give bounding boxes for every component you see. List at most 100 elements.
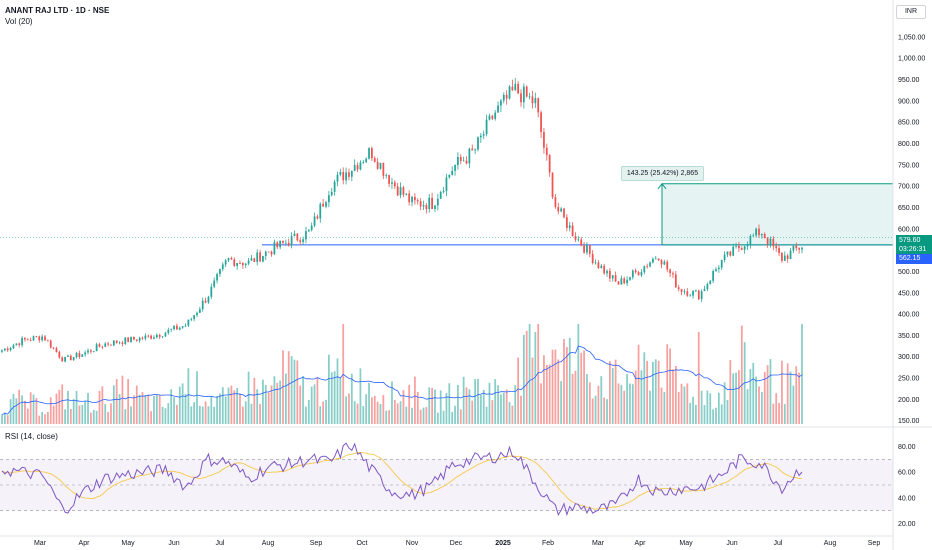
- candle-body: [709, 280, 712, 285]
- volume-bar: [588, 382, 591, 424]
- candle-body: [712, 271, 714, 281]
- candle-body: [551, 172, 554, 198]
- candle-body: [402, 187, 405, 195]
- candle-body: [717, 267, 720, 270]
- volume-bar: [614, 359, 617, 424]
- volume-bar: [439, 390, 442, 424]
- volume-pane: [1, 324, 803, 424]
- candle-body: [391, 182, 393, 184]
- candle-body: [594, 262, 597, 264]
- candle-body: [457, 157, 459, 165]
- volume-bar: [270, 385, 273, 424]
- candle-body: [792, 245, 795, 251]
- candle-body: [445, 177, 448, 192]
- candle-body: [786, 255, 789, 260]
- candle-body: [319, 203, 322, 219]
- candle-body: [342, 171, 345, 181]
- candle-body: [508, 86, 511, 99]
- candle-body: [101, 346, 104, 348]
- volume-bar: [660, 387, 663, 424]
- candle-body: [778, 248, 780, 253]
- rsi-legend[interactable]: RSI (14, close): [5, 432, 58, 441]
- volume-bar: [752, 362, 755, 424]
- volume-bar: [302, 376, 304, 424]
- candle-body: [534, 98, 537, 104]
- volume-bar: [236, 388, 239, 424]
- volume-bar: [67, 390, 69, 424]
- candle-body: [798, 248, 801, 250]
- volume-bar: [703, 405, 706, 424]
- currency-button[interactable]: INR: [896, 5, 926, 19]
- price-range-measure-label[interactable]: 143.25 (25.42%) 2,865: [621, 166, 704, 181]
- candle-body: [98, 344, 101, 347]
- candle-body: [282, 240, 284, 243]
- candle-body: [327, 195, 330, 203]
- volume-bar: [775, 393, 778, 424]
- volume-bar: [256, 389, 259, 424]
- volume-bar: [631, 384, 634, 424]
- candle-body: [164, 332, 167, 337]
- candle-body: [500, 100, 502, 106]
- volume-bar: [133, 395, 135, 424]
- volume-legend[interactable]: Vol (20): [5, 17, 33, 26]
- candle-body: [608, 270, 611, 279]
- candle-body: [21, 338, 23, 346]
- candle-body: [78, 352, 81, 357]
- time-axis-label: May: [679, 540, 693, 547]
- volume-bar: [560, 381, 563, 424]
- candle-body: [502, 94, 505, 101]
- candle-body: [393, 182, 396, 187]
- volume-bar: [801, 324, 803, 424]
- candle-body: [646, 266, 649, 268]
- volume-bar: [563, 338, 565, 424]
- volume-bar: [35, 398, 38, 424]
- volume-bar: [158, 394, 161, 424]
- candle-body: [514, 83, 517, 91]
- candle-body: [201, 300, 204, 310]
- candle-body: [150, 335, 152, 339]
- price-axis-tick-label: 400.00: [898, 312, 920, 319]
- volume-bar: [508, 401, 511, 424]
- candle-body: [339, 171, 342, 175]
- candle-body: [586, 245, 588, 253]
- candle-body: [597, 262, 600, 268]
- time-axis-label: May: [121, 540, 135, 547]
- volume-bar: [428, 387, 431, 424]
- volume-bar: [241, 406, 244, 424]
- volume-bar: [600, 376, 603, 424]
- volume-bar: [253, 377, 256, 424]
- volume-bar: [488, 382, 491, 424]
- volume-bar: [305, 406, 307, 424]
- candle-body: [775, 246, 778, 249]
- volume-bar: [164, 408, 167, 424]
- volume-bar: [715, 407, 717, 424]
- volume-bar: [110, 403, 112, 424]
- volume-bar: [755, 376, 758, 424]
- candle-body: [178, 327, 181, 330]
- volume-bar: [69, 408, 72, 424]
- time-axis-label: 2025: [495, 540, 511, 547]
- candle-body: [505, 94, 508, 99]
- volume-bar: [95, 410, 98, 424]
- volume-bar: [557, 359, 560, 424]
- volume-bar: [672, 369, 674, 424]
- volume-bar: [124, 409, 127, 424]
- time-axis-label: Jun: [726, 540, 737, 547]
- candle-body: [190, 318, 193, 320]
- candle-body: [307, 230, 310, 232]
- volume-bar: [459, 409, 462, 424]
- candle-body: [591, 253, 594, 263]
- volume-bar: [244, 401, 247, 424]
- candle-body: [388, 175, 390, 184]
- candle-body: [554, 197, 557, 208]
- volume-bar: [293, 359, 296, 424]
- candle-body: [3, 348, 6, 351]
- candle-body: [379, 163, 382, 169]
- symbol-title[interactable]: ANANT RAJ LTD · 1D · NSE: [5, 6, 110, 15]
- volume-bar: [505, 389, 508, 424]
- candle-body: [147, 335, 150, 337]
- candle-body: [571, 225, 574, 237]
- volume-bar: [623, 390, 626, 424]
- volume-bar: [568, 337, 571, 424]
